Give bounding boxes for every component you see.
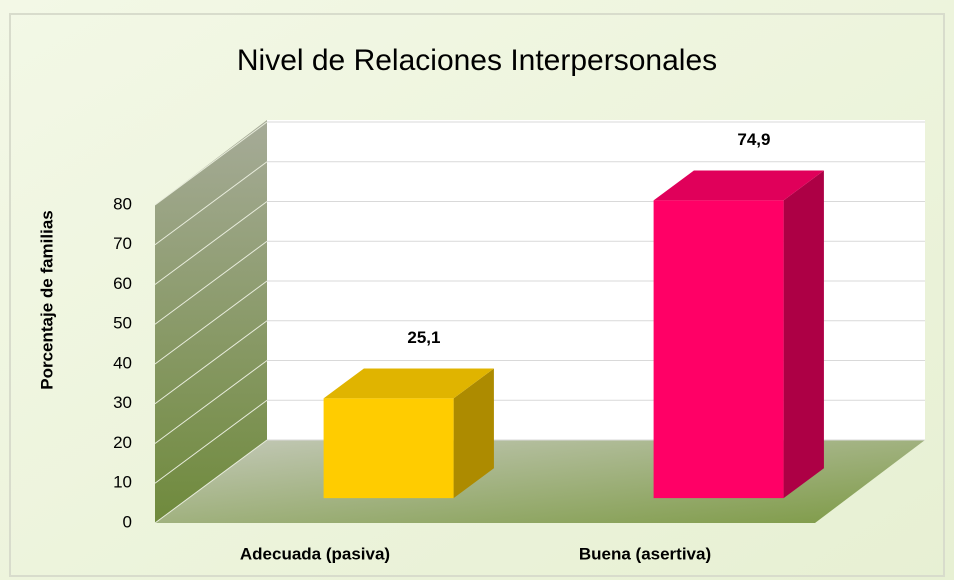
- y-axis-title: Porcentaje de familias: [37, 210, 56, 390]
- grid-line: [154, 399, 268, 484]
- data-label: 74,9: [737, 130, 770, 149]
- bar-top: [653, 170, 824, 201]
- bar: [323, 398, 454, 499]
- grid-line: [154, 320, 268, 405]
- y-tick-label: 40: [113, 353, 132, 372]
- grid-line: [154, 439, 268, 524]
- y-tick-label: 10: [113, 473, 132, 492]
- y-tick-label: 0: [123, 512, 132, 531]
- grid-line: [154, 161, 268, 246]
- y-tick-label: 20: [113, 433, 132, 452]
- bar-side: [453, 368, 494, 499]
- data-label: 25,1: [407, 328, 440, 347]
- x-tick-label: Adecuada (pasiva): [240, 544, 390, 563]
- y-tick-label: 80: [113, 194, 132, 213]
- y-tick-label: 50: [113, 314, 132, 333]
- grid-line: [154, 121, 268, 206]
- grid-line: [154, 280, 268, 365]
- y-tick-label: 70: [113, 234, 132, 253]
- grid-line: [154, 240, 268, 325]
- y-tick-label: 30: [113, 393, 132, 412]
- chart-title: Nivel de Relaciones Interpersonales: [237, 44, 717, 77]
- x-tick-label: Buena (asertiva): [579, 544, 711, 563]
- grid-line: [154, 360, 268, 444]
- bar: [653, 200, 784, 499]
- bar-side: [783, 170, 824, 499]
- plot-frame: [9, 13, 945, 577]
- bar-top: [323, 368, 494, 399]
- y-tick-label: 60: [113, 274, 132, 293]
- grid-line: [154, 201, 268, 285]
